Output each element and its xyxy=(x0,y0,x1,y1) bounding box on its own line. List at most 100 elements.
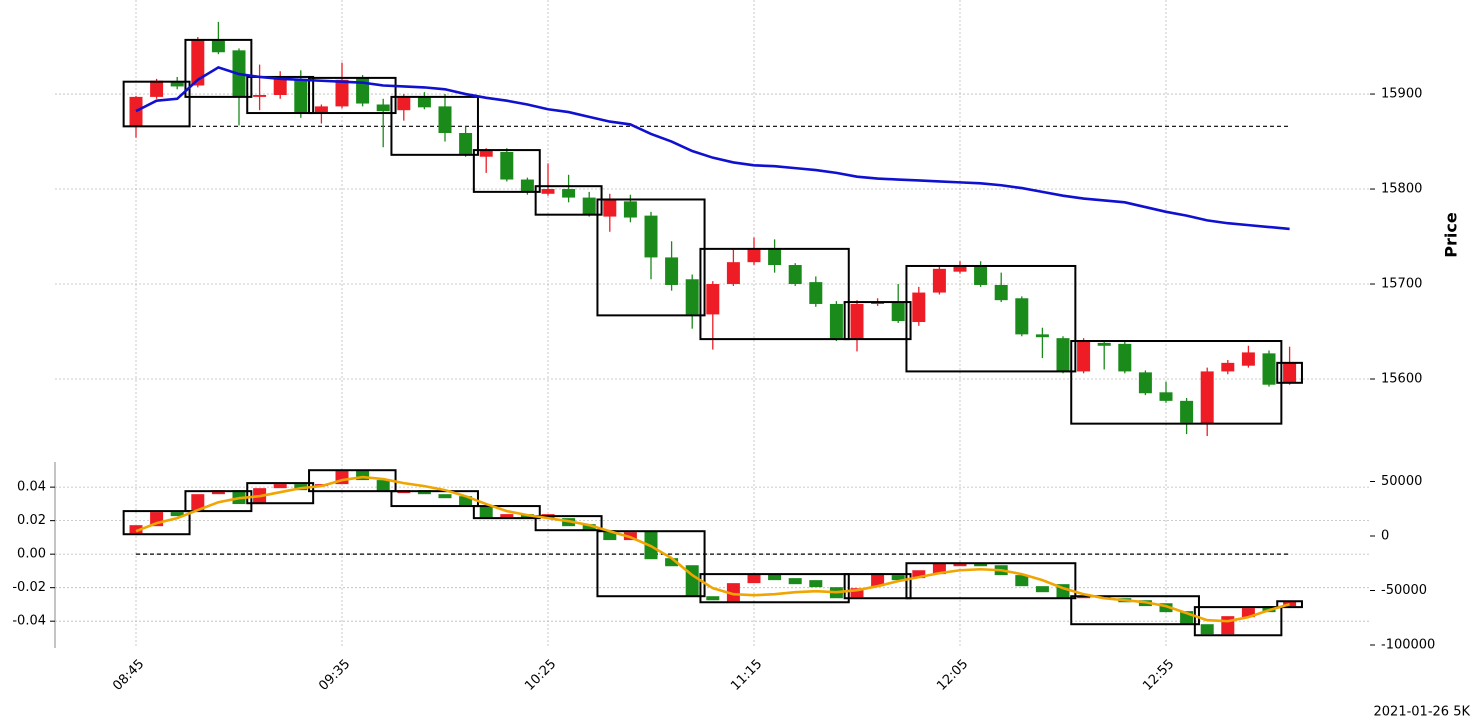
y2-tick-label: -100000 xyxy=(1381,638,1435,653)
box xyxy=(246,75,315,115)
candle-body xyxy=(788,265,802,285)
candle-body xyxy=(809,282,823,304)
box xyxy=(1276,600,1303,609)
candle-body xyxy=(500,514,514,519)
candle-body xyxy=(438,494,452,499)
candle-body xyxy=(994,284,1008,301)
candle-body xyxy=(1118,343,1132,372)
box xyxy=(534,515,603,532)
candle-body xyxy=(726,583,740,603)
indicator-line xyxy=(135,66,1290,231)
candle-body xyxy=(1180,400,1194,423)
candle-body xyxy=(1077,341,1091,372)
candle-body xyxy=(1200,371,1214,424)
candle-body xyxy=(665,257,679,285)
candle-body xyxy=(871,573,885,587)
candle-body xyxy=(912,292,926,323)
box xyxy=(596,198,706,317)
candle-body xyxy=(170,81,184,87)
box xyxy=(699,573,850,604)
candle-body xyxy=(706,284,720,315)
candle-body xyxy=(912,570,926,579)
box xyxy=(122,80,191,128)
candle-body xyxy=(129,96,143,127)
candle-body xyxy=(479,506,493,519)
x-tick-label: 12:55 xyxy=(1140,657,1177,694)
candle-body xyxy=(644,215,658,258)
candle-body xyxy=(1221,616,1235,635)
y-tick-label: 0.04 xyxy=(17,480,46,495)
candle-body xyxy=(1077,596,1091,599)
candle-body xyxy=(768,574,782,581)
candle-body xyxy=(788,578,802,585)
candle-body xyxy=(562,189,576,198)
candle-body xyxy=(706,596,720,601)
candle-body xyxy=(932,563,946,575)
y-tick-label: 0.00 xyxy=(17,547,46,562)
y2-tick-label: -50000 xyxy=(1381,583,1427,598)
y-tick-label: 15900 xyxy=(1381,87,1422,102)
candle-body xyxy=(1241,608,1255,618)
candle-body xyxy=(273,78,287,95)
y-tick-label: 15800 xyxy=(1381,182,1422,197)
candle-body xyxy=(170,512,184,517)
box xyxy=(122,510,191,536)
candle-body xyxy=(768,248,782,266)
box xyxy=(308,76,397,115)
candle-body xyxy=(891,302,905,322)
indicator-line xyxy=(135,475,1290,623)
candle-body xyxy=(623,201,637,218)
candle-body xyxy=(829,303,843,340)
candle-body xyxy=(953,265,967,272)
candle-body xyxy=(500,151,514,180)
candle-body xyxy=(1283,601,1297,607)
candle-body xyxy=(953,563,967,567)
candle-body xyxy=(314,106,328,114)
candle-body xyxy=(191,39,205,86)
candle-body xyxy=(1097,342,1111,346)
candle-body xyxy=(417,96,431,108)
x-tick-label: 10:25 xyxy=(522,657,559,694)
candle-body xyxy=(665,558,679,567)
candle-body xyxy=(335,79,349,107)
candle-body xyxy=(1159,603,1173,613)
box xyxy=(1193,606,1283,637)
x-tick-label: 09:35 xyxy=(316,657,353,694)
y2-tick-label: 0 xyxy=(1381,529,1389,544)
candle-body xyxy=(1035,586,1049,593)
candle-body xyxy=(356,471,370,481)
candle-body xyxy=(1035,334,1049,338)
candle-body xyxy=(582,197,596,215)
y-tick-label: -0.02 xyxy=(12,580,46,595)
box xyxy=(1276,361,1303,384)
box xyxy=(246,482,315,505)
box xyxy=(184,38,253,98)
candle-body xyxy=(294,78,308,114)
candle-body xyxy=(191,494,205,511)
candle-body xyxy=(438,106,452,133)
candle-body xyxy=(1159,392,1173,401)
candle-body xyxy=(747,248,761,263)
candle-body xyxy=(479,150,493,157)
candle-body xyxy=(603,530,617,541)
candle-body xyxy=(747,574,761,584)
candle-body xyxy=(1241,352,1255,366)
candle-body xyxy=(253,94,267,97)
box xyxy=(472,149,541,193)
candle-body xyxy=(1015,298,1029,335)
x-tick-label: 11:15 xyxy=(728,657,765,694)
candle-body xyxy=(726,262,740,285)
box xyxy=(699,247,850,341)
candle-body xyxy=(685,279,699,315)
candle-body xyxy=(932,268,946,293)
candle-body xyxy=(376,480,390,492)
y-axis-label: Price xyxy=(1442,212,1461,258)
candle-body xyxy=(211,39,225,53)
candle-body xyxy=(1283,362,1297,383)
candle-body xyxy=(459,496,473,507)
candle-body xyxy=(1262,353,1276,385)
candle-body xyxy=(150,80,164,97)
candle-body xyxy=(1221,362,1235,372)
candle-body xyxy=(1138,372,1152,394)
